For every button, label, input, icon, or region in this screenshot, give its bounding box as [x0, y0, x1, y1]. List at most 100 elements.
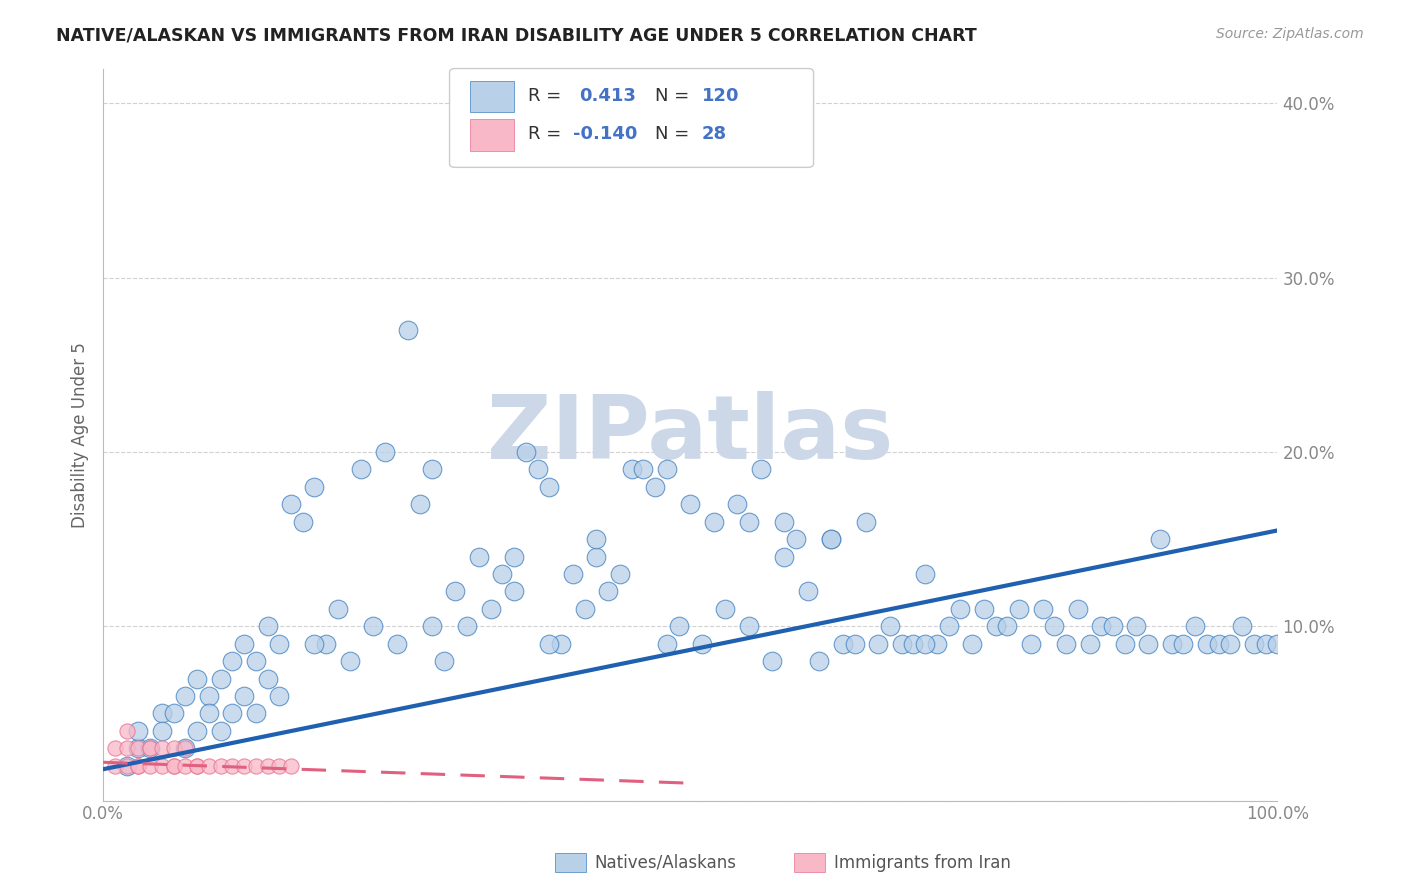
Point — [468, 549, 491, 564]
FancyBboxPatch shape — [450, 69, 814, 168]
Point — [1184, 619, 1206, 633]
Point — [198, 706, 221, 721]
Point — [1102, 619, 1125, 633]
Point — [127, 723, 149, 738]
Point — [139, 741, 162, 756]
Point — [949, 602, 972, 616]
Point — [269, 689, 291, 703]
Point — [1043, 619, 1066, 633]
Text: 120: 120 — [702, 87, 740, 105]
Text: R =: R = — [529, 87, 567, 105]
Point — [233, 758, 256, 772]
Point — [796, 584, 818, 599]
Point — [1254, 637, 1277, 651]
Point — [139, 758, 162, 772]
Point — [1173, 637, 1195, 651]
Bar — [470, 119, 515, 151]
Point — [209, 672, 232, 686]
Point — [879, 619, 901, 633]
Point — [115, 741, 138, 756]
Point — [479, 602, 502, 616]
Point — [1230, 619, 1253, 633]
Point — [315, 637, 337, 651]
Point — [1208, 637, 1230, 651]
Point — [150, 741, 173, 756]
Point — [820, 532, 842, 546]
Point — [609, 567, 631, 582]
Point — [690, 637, 713, 651]
Point — [925, 637, 948, 651]
Point — [773, 549, 796, 564]
Point — [326, 602, 349, 616]
Point — [738, 515, 761, 529]
Point — [633, 462, 655, 476]
Point — [868, 637, 890, 651]
Point — [186, 758, 208, 772]
Point — [245, 758, 267, 772]
Point — [127, 741, 149, 756]
Point — [1114, 637, 1136, 651]
Point — [644, 480, 666, 494]
Point — [703, 515, 725, 529]
Point — [456, 619, 478, 633]
Point — [256, 758, 278, 772]
Point — [1243, 637, 1265, 651]
Point — [679, 497, 702, 511]
Point — [186, 672, 208, 686]
Point — [761, 654, 783, 668]
Point — [1090, 619, 1112, 633]
Point — [914, 637, 936, 651]
Text: ZIPatlas: ZIPatlas — [486, 391, 893, 478]
Point — [749, 462, 772, 476]
Point — [832, 637, 855, 651]
Text: -0.140: -0.140 — [572, 126, 637, 144]
Point — [420, 619, 443, 633]
Point — [174, 741, 197, 756]
Point — [396, 323, 419, 337]
Point — [538, 637, 561, 651]
Bar — [470, 81, 515, 112]
Point — [491, 567, 513, 582]
Point — [503, 549, 526, 564]
Point — [433, 654, 456, 668]
Text: Immigrants from Iran: Immigrants from Iran — [834, 854, 1011, 871]
Point — [620, 462, 643, 476]
Point — [585, 532, 607, 546]
Point — [973, 602, 995, 616]
Point — [127, 758, 149, 772]
Point — [162, 758, 184, 772]
Point — [655, 462, 678, 476]
Point — [1067, 602, 1090, 616]
Text: 0.413: 0.413 — [579, 87, 636, 105]
Point — [256, 672, 278, 686]
Point — [162, 741, 184, 756]
Point — [409, 497, 432, 511]
Point — [1195, 637, 1218, 651]
Point — [561, 567, 583, 582]
Text: 28: 28 — [702, 126, 727, 144]
Point — [115, 723, 138, 738]
Point — [198, 758, 221, 772]
Point — [420, 462, 443, 476]
Point — [139, 741, 162, 756]
Point — [995, 619, 1018, 633]
Point — [1137, 637, 1160, 651]
Point — [269, 637, 291, 651]
Point — [550, 637, 572, 651]
Point — [374, 445, 396, 459]
Point — [714, 602, 737, 616]
Point — [808, 654, 831, 668]
Point — [574, 602, 596, 616]
Point — [174, 689, 197, 703]
Point — [233, 637, 256, 651]
Point — [444, 584, 467, 599]
Point — [526, 462, 548, 476]
Point — [186, 758, 208, 772]
Point — [855, 515, 877, 529]
Point — [209, 723, 232, 738]
Point — [1267, 637, 1289, 651]
Point — [515, 445, 537, 459]
Point — [890, 637, 912, 651]
Point — [738, 619, 761, 633]
Point — [1054, 637, 1077, 651]
